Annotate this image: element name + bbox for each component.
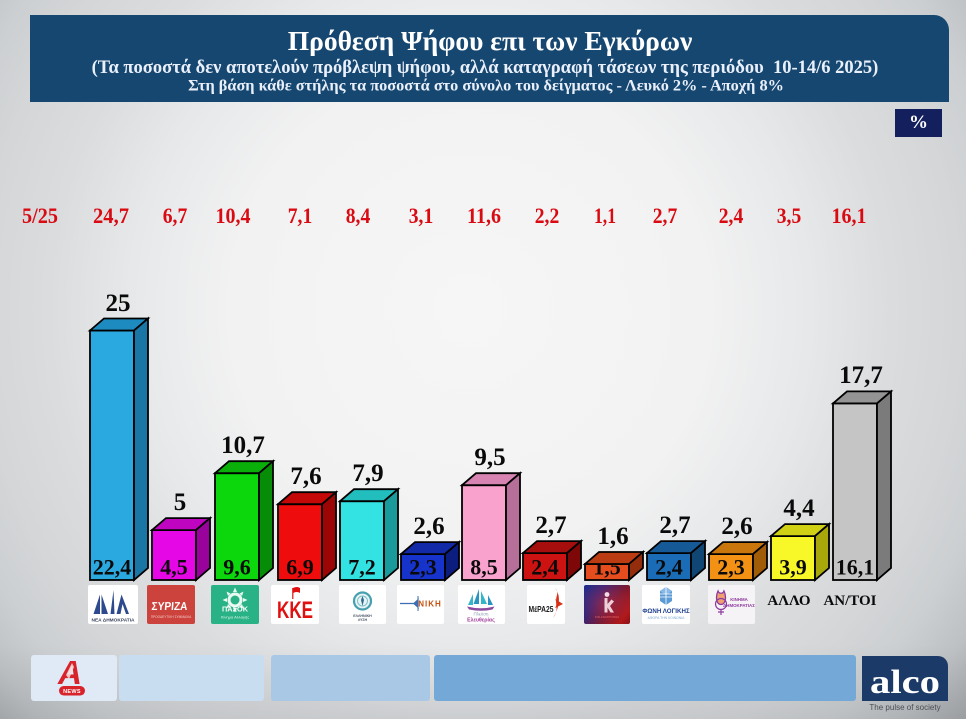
- svg-text:Πρόθεση Ψήφου επι των Εγκύρων: Πρόθεση Ψήφου επι των Εγκύρων: [288, 25, 693, 56]
- svg-text:Πλεύση: Πλεύση: [474, 612, 489, 617]
- svg-text:6,9: 6,9: [286, 555, 314, 580]
- svg-text:2,4: 2,4: [531, 555, 559, 580]
- svg-text:2,3: 2,3: [409, 555, 437, 580]
- svg-text:7,1: 7,1: [288, 203, 313, 228]
- svg-text:16,1: 16,1: [832, 203, 867, 228]
- svg-text:11,6: 11,6: [467, 203, 501, 228]
- svg-text:2,7: 2,7: [535, 512, 566, 539]
- svg-text:2,6: 2,6: [721, 513, 752, 540]
- svg-text:4,4: 4,4: [783, 495, 815, 522]
- svg-text:10,4: 10,4: [216, 203, 251, 228]
- svg-text:22,4: 22,4: [93, 555, 132, 580]
- svg-text:ΕΛΛΗΝΙΚΗ: ΕΛΛΗΝΙΚΗ: [353, 614, 372, 618]
- svg-text:1,1: 1,1: [594, 203, 616, 228]
- svg-text:ΔΗΜΟΚΡΑΤΙΑΣ: ΔΗΜΟΚΡΑΤΙΑΣ: [723, 603, 755, 608]
- svg-text:ΑΝ/ΤΟΙ: ΑΝ/ΤΟΙ: [823, 593, 876, 609]
- svg-text:ΦΩΝΗ ΛΟΓΙΚΗΣ: ΦΩΝΗ ΛΟΓΙΚΗΣ: [642, 608, 690, 615]
- svg-text:8,4: 8,4: [346, 203, 371, 228]
- svg-text:2,7: 2,7: [653, 203, 678, 228]
- svg-text:6,7: 6,7: [163, 203, 188, 228]
- svg-text:7,6: 7,6: [290, 463, 321, 490]
- svg-text:ΚΚΕ: ΚΚΕ: [277, 597, 313, 624]
- svg-text:16,1: 16,1: [836, 555, 875, 580]
- svg-text:3,9: 3,9: [779, 555, 807, 580]
- svg-text:ΚΙΝ.ΑΝΑΤΡΟΠΗΣ: ΚΙΝ.ΑΝΑΤΡΟΠΗΣ: [595, 615, 619, 619]
- svg-text:ΠΑΣΟΚ: ΠΑΣΟΚ: [222, 607, 248, 614]
- svg-text:ΝΕΑ ΔΗΜΟΚΡΑΤΙΑ: ΝΕΑ ΔΗΜΟΚΡΑΤΙΑ: [91, 618, 135, 624]
- svg-text:2,6: 2,6: [413, 513, 444, 540]
- svg-text:ΑΦΟΡΑ ΤΗΝ ΚΟΙΝΩΝΙΑ: ΑΦΟΡΑ ΤΗΝ ΚΟΙΝΩΝΙΑ: [648, 616, 685, 620]
- svg-text:ΜέΡΑ25: ΜέΡΑ25: [529, 604, 554, 614]
- svg-text:10,7: 10,7: [221, 432, 265, 459]
- svg-text:3,5: 3,5: [777, 203, 802, 228]
- svg-text:2,4: 2,4: [655, 555, 683, 580]
- svg-text:(Τα ποσοστά δεν αποτελούν πρόβ: (Τα ποσοστά δεν αποτελούν πρόβλεψη ψήφου…: [92, 58, 879, 78]
- svg-text:9,5: 9,5: [474, 444, 505, 471]
- svg-text:ΣΥΡΙΖΑ: ΣΥΡΙΖΑ: [151, 601, 188, 613]
- svg-text:Ελευθερίας: Ελευθερίας: [467, 618, 495, 624]
- svg-text:Κίνημα Αλλαγής: Κίνημα Αλλαγής: [221, 615, 249, 620]
- svg-text:9,6: 9,6: [223, 555, 251, 580]
- svg-text:24,7: 24,7: [93, 203, 129, 228]
- svg-text:5: 5: [174, 489, 187, 516]
- svg-text:7,2: 7,2: [348, 555, 376, 580]
- svg-text:2,7: 2,7: [659, 512, 690, 539]
- svg-text:alco: alco: [870, 664, 940, 701]
- svg-text:25: 25: [106, 290, 131, 317]
- svg-text:ΠΡΟΟΔΕΥΤΙΚΗ ΣΥΜΜΑΧΙΑ: ΠΡΟΟΔΕΥΤΙΚΗ ΣΥΜΜΑΧΙΑ: [151, 615, 192, 619]
- svg-text:7,9: 7,9: [352, 460, 383, 487]
- svg-text:2,2: 2,2: [535, 203, 560, 228]
- svg-text:NEWS: NEWS: [63, 689, 81, 695]
- svg-text:ΑΛΛΟ: ΑΛΛΟ: [767, 593, 810, 609]
- svg-text:3,1: 3,1: [409, 203, 434, 228]
- svg-text:17,7: 17,7: [839, 362, 883, 389]
- svg-text:2,3: 2,3: [717, 555, 745, 580]
- svg-text:4,5: 4,5: [160, 555, 188, 580]
- svg-text:5/25: 5/25: [22, 203, 58, 228]
- svg-text:ΝΙΚΗ: ΝΙΚΗ: [418, 600, 442, 609]
- svg-text:1,6: 1,6: [597, 523, 628, 550]
- svg-text:2,4: 2,4: [719, 203, 744, 228]
- svg-text:ΛΥΣΗ: ΛΥΣΗ: [358, 618, 368, 622]
- svg-text:Στη βάση κάθε στήλης τα ποσοστ: Στη βάση κάθε στήλης τα ποσοστά στο σύνο…: [188, 76, 784, 95]
- svg-text:ΚΙΝΗΜΑ: ΚΙΝΗΜΑ: [730, 597, 748, 602]
- svg-text:8,5: 8,5: [470, 555, 498, 580]
